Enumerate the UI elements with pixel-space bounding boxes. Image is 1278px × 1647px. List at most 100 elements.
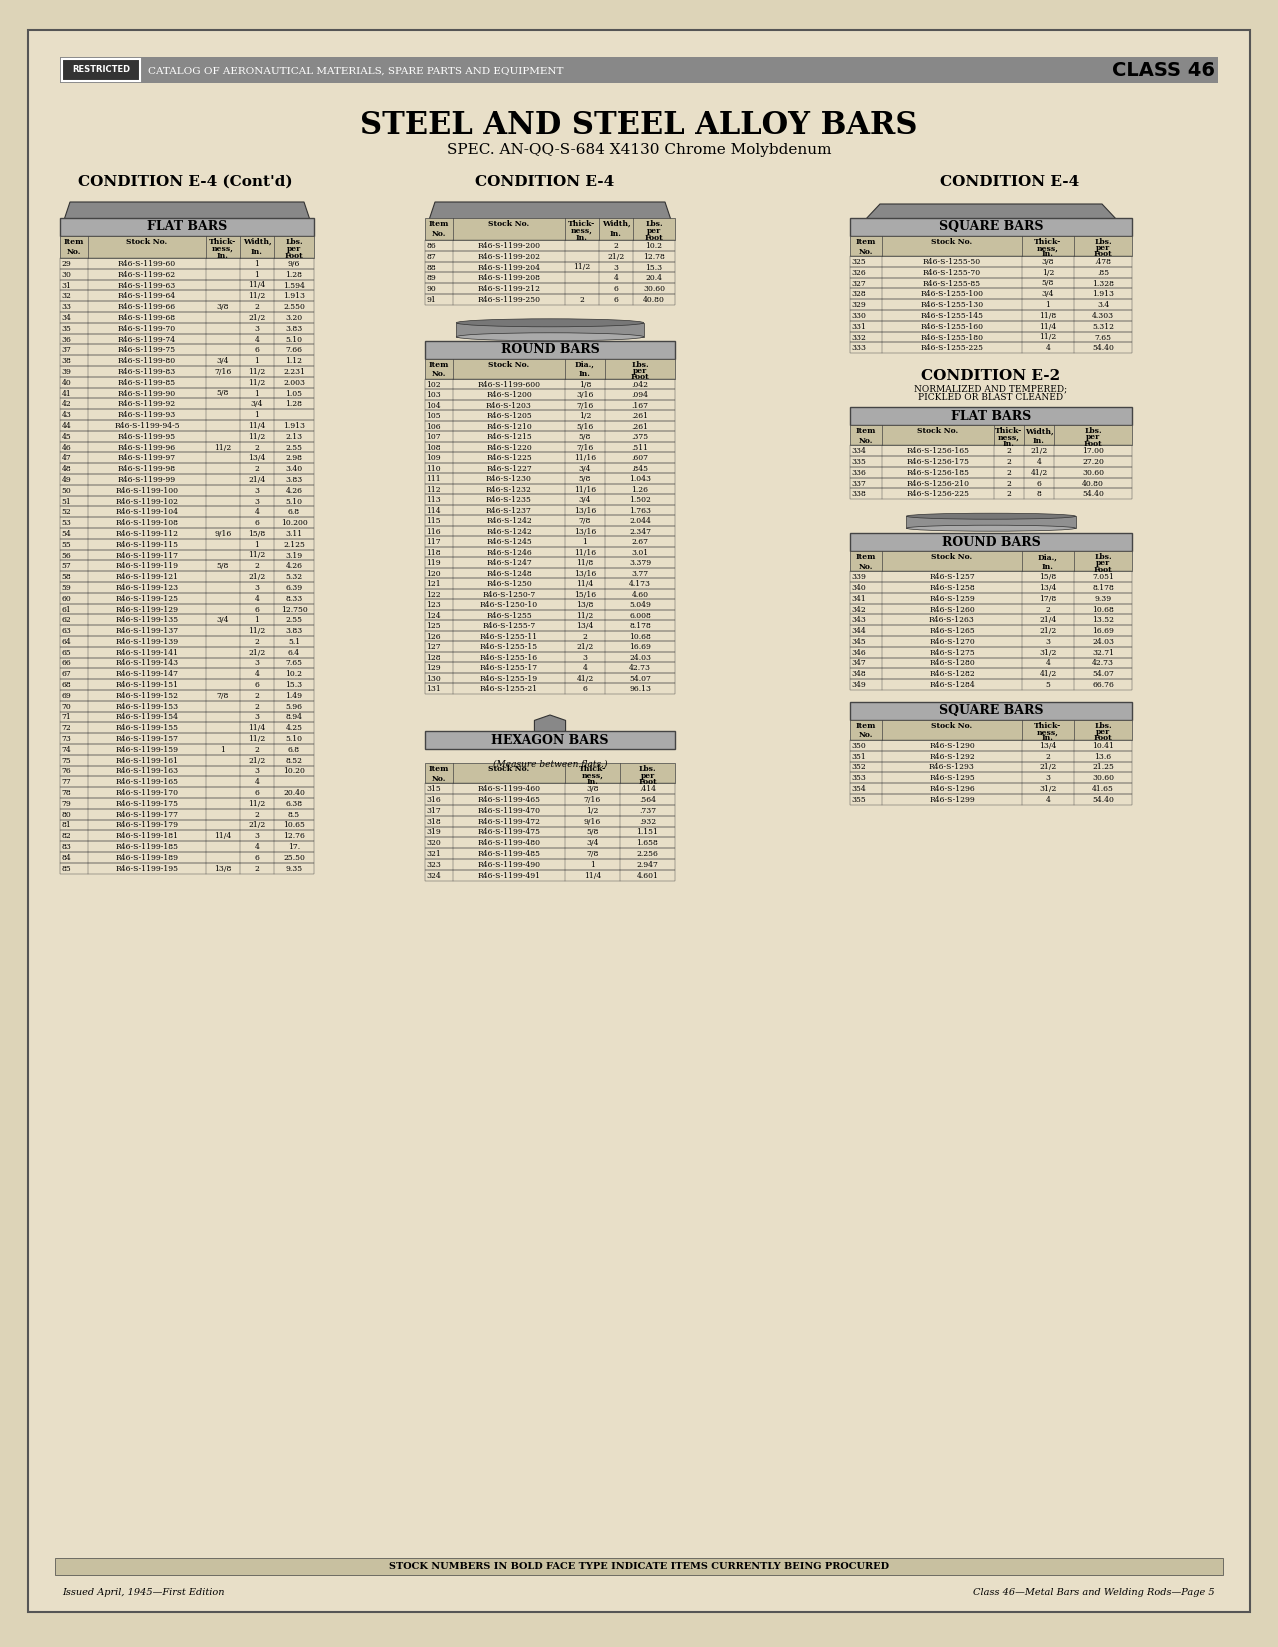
Text: R46-S-1199-121: R46-S-1199-121 [115, 573, 179, 581]
Bar [60, 399, 314, 408]
Bar [426, 283, 675, 295]
Text: Dia.,: Dia., [575, 361, 596, 369]
Text: 6: 6 [583, 685, 588, 693]
Text: 2: 2 [1045, 606, 1051, 613]
Text: 74: 74 [61, 746, 72, 754]
Text: 3.11: 3.11 [285, 530, 303, 539]
Text: Width,: Width, [602, 221, 630, 227]
Text: 3: 3 [1045, 637, 1051, 646]
Text: 318: 318 [427, 817, 441, 825]
Text: R46-S-1250: R46-S-1250 [486, 580, 532, 588]
Text: 15/16: 15/16 [574, 591, 596, 598]
Text: R46-S-1293: R46-S-1293 [929, 764, 975, 771]
Text: ness,: ness, [212, 245, 234, 254]
Text: R46-S-1242: R46-S-1242 [486, 517, 532, 525]
Text: 3.20: 3.20 [285, 315, 303, 321]
Text: 7.65: 7.65 [1094, 333, 1112, 341]
Text: 3: 3 [254, 832, 259, 840]
Text: Lbs.: Lbs. [1094, 239, 1112, 245]
Text: R46-S-1255-11: R46-S-1255-11 [481, 632, 538, 641]
Text: 1: 1 [221, 746, 225, 754]
Text: R46-S-1199-125: R46-S-1199-125 [115, 595, 179, 603]
Text: 21/2: 21/2 [248, 756, 266, 764]
Text: Lbs.: Lbs. [639, 766, 657, 774]
Text: .845: .845 [631, 464, 648, 473]
Text: 339: 339 [851, 573, 866, 581]
Bar [850, 331, 1132, 343]
Text: Item: Item [429, 766, 449, 774]
Text: 73: 73 [61, 735, 72, 743]
Text: 30: 30 [61, 270, 72, 278]
Text: Stock No.: Stock No. [127, 239, 167, 245]
Bar [426, 463, 675, 473]
Text: 332: 332 [851, 333, 866, 341]
Text: 11/4: 11/4 [215, 832, 231, 840]
Text: R46-S-1205: R46-S-1205 [486, 412, 532, 420]
Bar [426, 537, 675, 547]
Text: R46-S-1260: R46-S-1260 [929, 606, 975, 613]
Text: 1.26: 1.26 [631, 486, 648, 494]
Text: 1: 1 [1045, 301, 1051, 310]
Text: R46-S-1255-85: R46-S-1255-85 [923, 280, 982, 288]
Bar [850, 772, 1132, 784]
Text: 315: 315 [427, 786, 441, 794]
Text: 49: 49 [61, 476, 72, 484]
Text: STOCK NUMBERS IN BOLD FACE TYPE INDICATE ITEMS CURRENTLY BEING PROCURED: STOCK NUMBERS IN BOLD FACE TYPE INDICATE… [389, 1561, 889, 1571]
Text: 3/4: 3/4 [579, 464, 592, 473]
Text: 9/16: 9/16 [584, 817, 601, 825]
Text: 5/8: 5/8 [579, 433, 592, 441]
Bar [426, 684, 675, 693]
Text: 8.178: 8.178 [629, 623, 651, 631]
Text: 3: 3 [254, 713, 259, 721]
Text: 21/2: 21/2 [1039, 628, 1057, 636]
Text: 13/4: 13/4 [248, 455, 266, 463]
Text: 352: 352 [851, 764, 866, 771]
Text: 5.96: 5.96 [285, 703, 303, 712]
Text: Class 46—Metal Bars and Welding Rods—Page 5: Class 46—Metal Bars and Welding Rods—Pag… [974, 1588, 1215, 1598]
Text: 6: 6 [1036, 479, 1042, 488]
Text: 21/2: 21/2 [576, 642, 593, 651]
Text: 320: 320 [427, 840, 441, 847]
Text: 126: 126 [427, 632, 441, 641]
Text: 13/4: 13/4 [1039, 741, 1057, 749]
Text: R46-S-1200: R46-S-1200 [486, 390, 532, 399]
Bar [850, 657, 1132, 669]
Text: 72: 72 [61, 725, 72, 733]
Text: 11/2: 11/2 [576, 611, 593, 619]
Bar [60, 496, 314, 506]
Text: .478: .478 [1094, 259, 1112, 265]
Bar [60, 453, 314, 463]
Text: No.: No. [432, 774, 446, 782]
Text: 4.25: 4.25 [285, 725, 303, 733]
Text: 21/2: 21/2 [248, 822, 266, 830]
Bar [426, 379, 675, 389]
Text: R46-S-1295: R46-S-1295 [929, 774, 975, 782]
Text: R46-S-1256-165: R46-S-1256-165 [906, 446, 970, 455]
Text: R46-S-1284: R46-S-1284 [929, 682, 975, 688]
Text: 1: 1 [254, 357, 259, 366]
Text: 3.77: 3.77 [631, 570, 648, 578]
Text: 79: 79 [61, 800, 72, 809]
Bar [60, 290, 314, 301]
Bar [850, 489, 1132, 499]
Bar [426, 420, 675, 432]
Text: per: per [1095, 560, 1111, 567]
Text: R46-S-1199-152: R46-S-1199-152 [115, 692, 179, 700]
Text: 1: 1 [590, 861, 596, 870]
Bar [426, 588, 675, 600]
Text: 4.601: 4.601 [636, 871, 658, 879]
Text: 344: 344 [851, 628, 866, 636]
Text: 3: 3 [254, 324, 259, 333]
Text: 4.303: 4.303 [1091, 311, 1114, 320]
Text: 91: 91 [427, 296, 436, 305]
Text: 6: 6 [254, 853, 259, 861]
Text: 3/4: 3/4 [579, 496, 592, 504]
Text: 341: 341 [851, 595, 866, 603]
Bar [426, 784, 675, 794]
Text: 16.69: 16.69 [1093, 628, 1114, 636]
Text: 20.4: 20.4 [645, 275, 662, 282]
Text: 31/2: 31/2 [1039, 786, 1057, 794]
Text: 41/2: 41/2 [576, 675, 593, 682]
Text: ness,: ness, [1036, 244, 1059, 252]
Text: R46-S-1282: R46-S-1282 [929, 670, 975, 679]
